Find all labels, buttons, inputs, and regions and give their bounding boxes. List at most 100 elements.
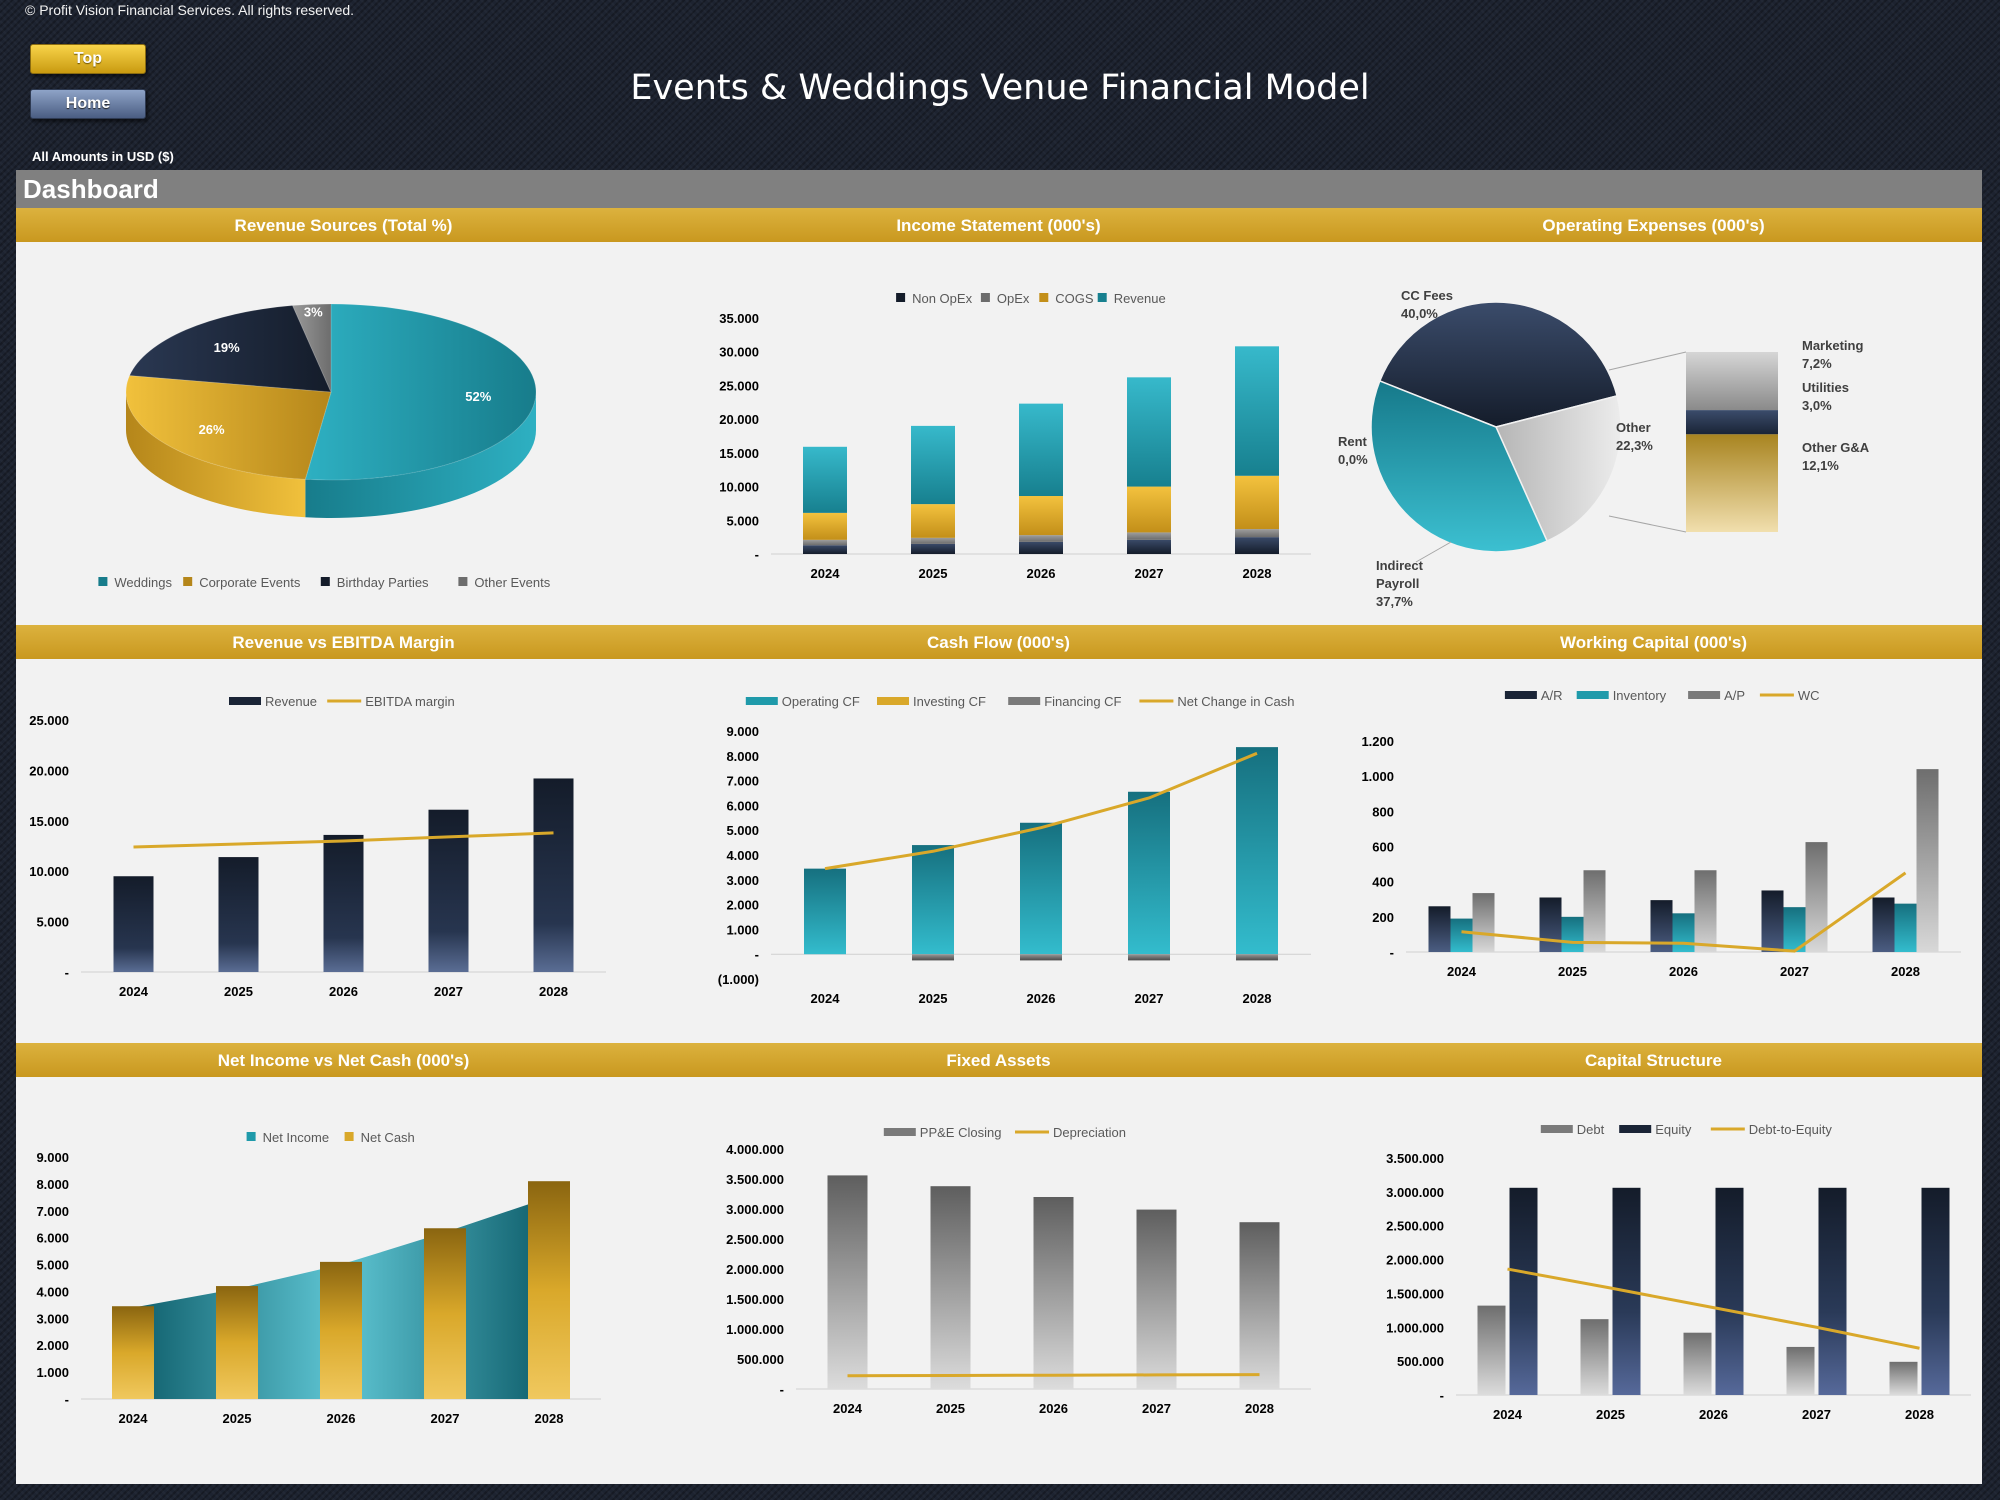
bar-other-g-a [1686, 434, 1778, 532]
x-tick-label: 2024 [833, 1401, 863, 1416]
legend-label-net-income: Net Income [263, 1130, 329, 1145]
y-tick-label: 7.000 [36, 1204, 69, 1219]
x-tick-label: 2026 [1699, 1407, 1728, 1422]
x-tick-label: 2027 [1142, 1401, 1171, 1416]
y-tick-label: - [1390, 945, 1394, 960]
top-button[interactable]: Top [30, 44, 146, 74]
bar-opex [1235, 529, 1279, 538]
pie-data-label-indirect-payroll: Indirect Payroll 37,7% [1376, 558, 1424, 609]
line-net-change-in-cash [824, 751, 1258, 871]
y-tick-label: 6.000 [36, 1231, 69, 1246]
y-tick-label: 800 [1372, 804, 1394, 819]
bar-non-opex [1019, 541, 1063, 554]
bar-a-p [1472, 893, 1495, 952]
y-tick-label: 9.000 [36, 1150, 69, 1165]
x-tick-label: 2025 [919, 566, 948, 581]
dashboard-panel: Dashboard Revenue Sources (Total %) Inco… [16, 170, 1982, 1484]
pie-data-label-rent: Rent 0,0% [1338, 434, 1368, 467]
y-tick-label: 1.500.000 [726, 1292, 784, 1307]
y-tick-label: 2.000.000 [726, 1262, 784, 1277]
y-tick-label: 3.000 [726, 873, 759, 888]
revenue-ebitda-chart: 25.000 20.000 15.000 10.000 5.000 - 2024 2025 20… [29, 694, 606, 999]
pie-slice-cc-fees [1378, 301, 1618, 428]
bar-revenue [218, 857, 259, 972]
line-depreciation [847, 1373, 1260, 1378]
y-tick-label: 500.000 [1397, 1354, 1444, 1369]
legend-swatch-a-r [1504, 691, 1537, 699]
home-button[interactable]: Home [30, 89, 146, 119]
bar-revenue [1127, 377, 1171, 487]
y-tick-label: 10.000 [29, 864, 69, 879]
legend-swatch-net-cash [344, 1132, 354, 1141]
bar-a-r [1428, 906, 1451, 952]
x-tick-label: 2024 [811, 566, 841, 581]
y-tick-label: 5.000 [726, 513, 759, 528]
bar-revenue [428, 809, 469, 972]
x-tick-label: 2025 [223, 1411, 252, 1426]
section-bar-row-3: Net Income vs Net Cash (000's) Fixed Ass… [16, 1043, 1982, 1077]
chart-title-capital-structure: Capital Structure [1585, 1051, 1722, 1070]
x-tick-label: 2025 [224, 984, 253, 999]
bar-ppe-closing [1136, 1209, 1177, 1389]
legend-label-debt: Debt [1577, 1122, 1605, 1137]
legend-swatch-investing-cf [877, 697, 909, 705]
y-tick-label: 1.000 [1361, 769, 1394, 784]
x-tick-label: 2025 [919, 991, 948, 1006]
legend-swatch-operating-cf [745, 697, 778, 705]
y-tick-label: 1.000 [36, 1365, 69, 1380]
legend-label-debt-to-equity: Debt-to-Equity [1749, 1122, 1833, 1137]
cash-flow-chart: 9.000 8.000 7.000 6.000 5.000 4.000 3.000 2.000… [718, 694, 1311, 1006]
legend-swatch-cogs [1039, 293, 1049, 302]
pie-data-label-other-g-a: Other G&A 12,1% [1802, 440, 1870, 473]
x-tick-label: 2028 [1243, 566, 1272, 581]
chart-title-working-capital: Working Capital (000's) [1560, 633, 1747, 652]
x-tick-label: 2024 [1493, 1407, 1523, 1422]
x-tick-label: 2024 [1447, 964, 1477, 979]
connector-line [1608, 515, 1687, 533]
pie-side-corporate-events [126, 392, 306, 518]
y-tick-label: 400 [1372, 875, 1394, 890]
bar-revenue [533, 778, 574, 972]
x-tick-label: 2028 [1245, 1401, 1274, 1416]
pie-data-label: 19% [214, 340, 240, 355]
legend-swatch-inventory [1576, 691, 1609, 699]
dashboard-title: Dashboard [23, 174, 159, 204]
dashboard-header-bar: Dashboard [16, 170, 1982, 208]
y-tick-label: 5.000 [36, 1258, 69, 1273]
connector-line [1608, 351, 1687, 371]
legend-label-opex: OpEx [997, 291, 1030, 306]
legend-swatch-debt [1540, 1125, 1573, 1133]
bar-non-opex [803, 545, 847, 554]
x-tick-label: 2027 [1135, 991, 1164, 1006]
bar-non-opex [1235, 537, 1279, 554]
legend-label-revenue: Revenue [1114, 291, 1166, 306]
y-tick-label: 600 [1372, 840, 1394, 855]
legend-swatch-net-income [246, 1132, 256, 1141]
legend-label-cogs: COGS [1055, 291, 1094, 306]
x-tick-label: 2028 [535, 1411, 564, 1426]
legend-label-equity: Equity [1655, 1122, 1692, 1137]
legend-label-other-events: Other Events [474, 575, 550, 590]
x-tick-label: 2028 [1905, 1407, 1934, 1422]
bar-net-cash [112, 1306, 154, 1399]
income-statement-chart: 35.000 30.000 25.000 20.000 15.000 10.000 5.00… [719, 291, 1311, 581]
amounts-note: All Amounts in USD ($) [32, 149, 174, 164]
bar-a-p [1694, 870, 1717, 952]
x-tick-label: 2026 [329, 984, 358, 999]
pie-data-label-marketing: Marketing 7,2% [1802, 338, 1863, 371]
x-tick-label: 2025 [936, 1401, 965, 1416]
y-tick-label: 2.000 [726, 898, 759, 913]
bar-revenue [1235, 346, 1279, 476]
x-tick-label: 2027 [1780, 964, 1809, 979]
x-tick-label: 2027 [1802, 1407, 1831, 1422]
bar-a-p [1916, 769, 1939, 952]
pie-data-label: 3% [304, 304, 323, 319]
bar-revenue [1019, 403, 1063, 497]
working-capital-chart: 1.200 1.000 800 600 400 200 - 2024 2025 2026 2027 2… [1361, 688, 1961, 979]
bar-debt [1786, 1346, 1815, 1395]
bar-opex [803, 539, 847, 546]
bar-opex [1127, 532, 1171, 540]
x-tick-label: 2027 [434, 984, 463, 999]
y-tick-label: 25.000 [29, 713, 69, 728]
legend-swatch-financing-cf [1008, 697, 1041, 705]
